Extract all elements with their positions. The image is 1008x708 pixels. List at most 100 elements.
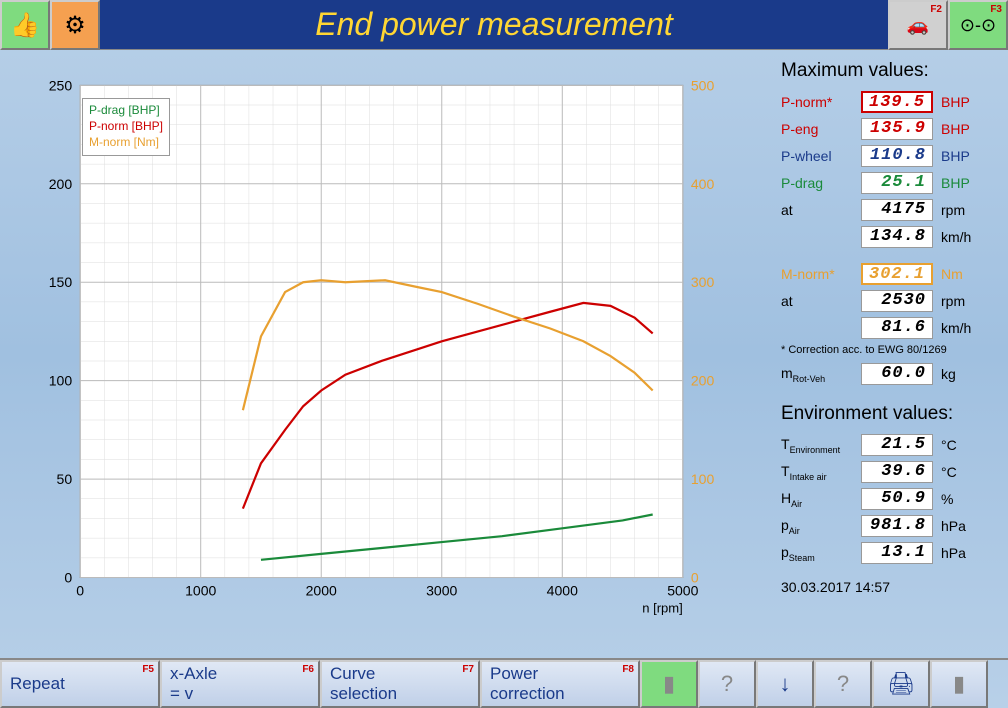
value-label: TIntake air	[781, 463, 861, 482]
svg-text:0: 0	[64, 570, 72, 586]
value-unit: hPa	[933, 545, 978, 561]
value-unit: °C	[933, 464, 978, 480]
value-box: 81.6	[861, 317, 933, 339]
svg-text:1000: 1000	[185, 583, 216, 599]
legend-item: M-norm [Nm]	[89, 135, 163, 149]
value-row: at2530rpm	[781, 289, 1000, 313]
axle-icon: ⊙-⊙	[960, 15, 996, 36]
print-button[interactable]: 🖨	[872, 660, 930, 708]
m-rot-unit: kg	[933, 366, 978, 382]
correction-footnote: * Correction acc. to EWG 80/1269	[781, 344, 1000, 356]
svg-text:100: 100	[691, 471, 715, 487]
top-toolbar: 👍 ⚙ End power measurement F2 🚗 F3 ⊙-⊙	[0, 0, 1008, 50]
value-unit: BHP	[933, 121, 978, 137]
svg-text:50: 50	[57, 471, 73, 487]
save-button[interactable]: ▮	[930, 660, 988, 708]
m-rot-sub: Rot-Veh	[793, 373, 826, 383]
svg-text:200: 200	[691, 373, 715, 389]
svg-text:3000: 3000	[426, 583, 457, 599]
curve-selection-button[interactable]: F7Curveselection	[320, 660, 480, 708]
m-rot-label: m	[781, 365, 793, 381]
help-button-1[interactable]: ?	[698, 660, 756, 708]
svg-text:250: 250	[49, 77, 73, 93]
dyno-chart: 0100020003000400050000501001502002500100…	[40, 75, 723, 618]
timestamp: 30.03.2017 14:57	[781, 579, 1000, 595]
chart-container: 0100020003000400050000501001502002500100…	[0, 50, 773, 658]
svg-text:0: 0	[76, 583, 84, 599]
value-row: P-eng135.9BHP	[781, 117, 1000, 141]
question-icon: ?	[837, 671, 849, 697]
printer-icon: 🖨	[887, 671, 915, 697]
m-rot-row: mRot-Veh 60.0 kg	[781, 362, 1000, 386]
main-area: 0100020003000400050000501001502002500100…	[0, 50, 1008, 658]
info-green-button[interactable]: ▮	[640, 660, 698, 708]
bottom-toolbar: F5RepeatF6x-Axle= vF7CurveselectionF8Pow…	[0, 658, 1008, 708]
value-box: 39.6	[861, 461, 933, 483]
svg-text:100: 100	[49, 373, 73, 389]
repeat-button[interactable]: F5Repeat	[0, 660, 160, 708]
value-row: P-drag25.1BHP	[781, 171, 1000, 195]
value-unit: BHP	[933, 175, 978, 191]
values-panel: Maximum values: P-norm*139.5BHPP-eng135.…	[773, 50, 1008, 658]
disk-icon: ▮	[953, 671, 965, 697]
svg-text:2000: 2000	[306, 583, 337, 599]
thumbs-up-icon: 👍	[10, 11, 40, 40]
value-row: 134.8km/h	[781, 225, 1000, 249]
value-row: pAir981.8hPa	[781, 514, 1000, 538]
value-label: M-norm*	[781, 266, 861, 282]
value-row: TEnvironment21.5°C	[781, 433, 1000, 457]
max-values-heading: Maximum values:	[781, 60, 1000, 82]
value-unit: km/h	[933, 320, 978, 336]
ok-button[interactable]: 👍	[0, 0, 50, 50]
value-box: 134.8	[861, 226, 933, 248]
svg-text:4000: 4000	[547, 583, 578, 599]
value-row: pSteam13.1hPa	[781, 541, 1000, 565]
value-row: at4175rpm	[781, 198, 1000, 222]
info-icon: ▮	[663, 671, 675, 697]
x-axle-v-button[interactable]: F6x-Axle= v	[160, 660, 320, 708]
value-row: HAir50.9%	[781, 487, 1000, 511]
value-unit: BHP	[933, 94, 978, 110]
m-rot-value: 60.0	[861, 363, 933, 385]
value-row: TIntake air39.6°C	[781, 460, 1000, 484]
value-unit: °C	[933, 437, 978, 453]
value-box: 302.1	[861, 263, 933, 285]
value-label: P-drag	[781, 175, 861, 191]
fkey-label: F3	[990, 4, 1002, 15]
power-correction-button[interactable]: F8Powercorrection	[480, 660, 640, 708]
svg-text:200: 200	[49, 176, 73, 192]
value-unit: %	[933, 491, 978, 507]
value-label: at	[781, 293, 861, 309]
engine-button[interactable]: ⚙	[50, 0, 100, 50]
value-unit: km/h	[933, 229, 978, 245]
value-row: P-wheel110.8BHP	[781, 144, 1000, 168]
help-button-2[interactable]: ?	[814, 660, 872, 708]
value-unit: rpm	[933, 202, 978, 218]
engine-icon: ⚙	[64, 11, 86, 40]
value-label: HAir	[781, 490, 861, 509]
value-unit: Nm	[933, 266, 978, 282]
value-box: 21.5	[861, 434, 933, 456]
axle-button[interactable]: F3 ⊙-⊙	[948, 0, 1008, 50]
value-row: P-norm*139.5BHP	[781, 90, 1000, 114]
value-unit: BHP	[933, 148, 978, 164]
value-row: 81.6km/h	[781, 316, 1000, 340]
value-label: P-eng	[781, 121, 861, 137]
value-label: at	[781, 202, 861, 218]
value-box: 139.5	[861, 91, 933, 113]
value-box: 25.1	[861, 172, 933, 194]
value-label: P-wheel	[781, 148, 861, 164]
env-values-heading: Environment values:	[781, 403, 1000, 425]
car-icon: 🚗	[907, 15, 929, 36]
arrow-down-icon: ↓	[780, 671, 791, 697]
svg-text:150: 150	[49, 274, 73, 290]
value-label: P-norm*	[781, 94, 861, 110]
value-box: 13.1	[861, 542, 933, 564]
down-button[interactable]: ↓	[756, 660, 814, 708]
fkey-label: F2	[930, 4, 942, 15]
value-box: 981.8	[861, 515, 933, 537]
vehicle-button[interactable]: F2 🚗	[888, 0, 948, 50]
svg-text:0: 0	[691, 570, 699, 586]
chart-legend: P-drag [BHP]P-norm [BHP]M-norm [Nm]	[82, 98, 170, 156]
svg-text:n [rpm]: n [rpm]	[642, 601, 683, 616]
